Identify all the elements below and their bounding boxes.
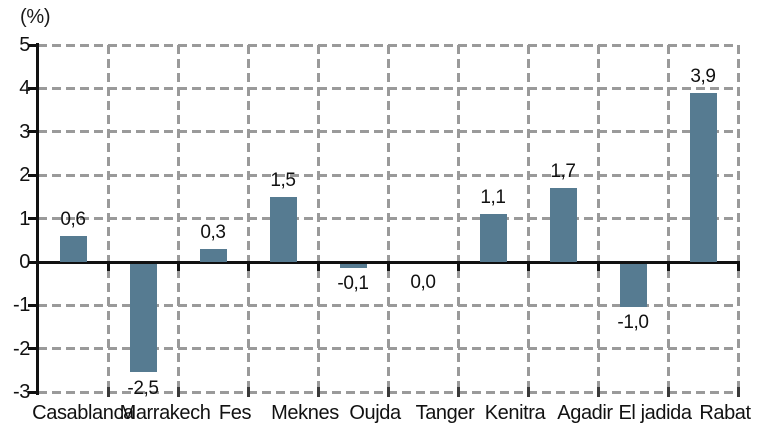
y-axis-label-4: 4 <box>19 77 30 100</box>
bar-agadir <box>549 188 577 262</box>
value-label-casablanca: 0,6 <box>60 208 86 230</box>
zero-axis-tick-5 <box>386 263 390 271</box>
bar-marrakech <box>129 263 157 372</box>
zero-axis-tick-1 <box>106 263 110 271</box>
zero-axis-tick-8 <box>596 263 600 271</box>
bottom-axis-tick-8 <box>596 387 600 397</box>
y-axis-tick--3 <box>28 390 37 394</box>
bar-meknes <box>269 196 297 262</box>
zero-axis-line <box>36 260 740 264</box>
value-label-tanger: 0,0 <box>410 272 436 293</box>
bottom-axis-tick-1 <box>106 387 110 397</box>
bar-kenitra <box>479 214 507 262</box>
gridline-v-2 <box>176 45 180 392</box>
bar-fes <box>199 248 227 262</box>
zero-axis-tick-9 <box>666 263 670 271</box>
y-axis-tick-1 <box>28 217 37 221</box>
bottom-axis-tick-4 <box>316 387 320 397</box>
bottom-axis-tick-7 <box>526 387 530 397</box>
bottom-axis-tick-3 <box>246 387 250 397</box>
y-axis-tick--2 <box>28 347 37 351</box>
bottom-axis-tick-2 <box>176 387 180 397</box>
bar-rabat <box>689 92 717 262</box>
y-axis-label--2: -2 <box>13 337 30 360</box>
bar-el-jadida <box>619 263 647 307</box>
y-axis-tick--1 <box>28 303 37 307</box>
value-label-rabat: 3,9 <box>690 65 716 87</box>
category-label-oujda: Oujda <box>349 402 401 424</box>
gridline-v-6 <box>456 45 460 392</box>
y-axis-line <box>36 43 39 395</box>
gridline-v-5 <box>386 45 390 392</box>
bar-oujda <box>339 263 367 268</box>
zero-axis-tick-7 <box>526 263 530 271</box>
y-axis-label-1: 1 <box>19 207 30 230</box>
category-label-casablanca: Casablanca <box>32 402 134 424</box>
gridline-v-1 <box>106 45 110 392</box>
y-axis-label--3: -3 <box>13 381 30 404</box>
zero-axis-tick-6 <box>456 263 460 271</box>
value-label-agadir: 1,7 <box>550 161 576 183</box>
y-axis-label--1: -1 <box>13 294 30 317</box>
y-axis-label-5: 5 <box>19 34 30 56</box>
y-axis-tick-3 <box>28 130 37 134</box>
bottom-axis-tick-6 <box>456 387 460 397</box>
category-label-rabat: Rabat <box>699 402 751 424</box>
gridline-v-3 <box>246 45 250 392</box>
value-label-kenitra: 1,1 <box>480 187 506 209</box>
y-axis-unit-label: (%) <box>20 6 51 28</box>
category-label-el-jadida: El jadida <box>618 402 692 424</box>
value-label-marrakech: -2,5 <box>127 377 159 399</box>
y-axis-label-3: 3 <box>19 120 30 143</box>
value-label-el-jadida: -1,0 <box>617 312 649 334</box>
category-label-kenitra: Kenitra <box>484 402 546 424</box>
gridline-v-4 <box>316 45 320 392</box>
zero-axis-tick-3 <box>246 263 250 271</box>
y-axis-label-2: 2 <box>19 164 30 187</box>
gridline-v-8 <box>596 45 600 392</box>
y-axis-tick-2 <box>28 173 37 177</box>
zero-axis-tick-2 <box>176 263 180 271</box>
zero-axis-tick-10 <box>736 263 740 271</box>
zero-axis-tick-4 <box>316 263 320 271</box>
y-axis-tick-5 <box>28 43 37 47</box>
category-label-meknes: Meknes <box>271 402 339 424</box>
value-label-oujda: -0,1 <box>337 273 369 295</box>
gridline-v-7 <box>526 45 530 392</box>
category-label-marrakech: Marrakech <box>119 402 211 424</box>
category-label-tanger: Tanger <box>415 402 475 424</box>
category-label-fes: Fes <box>218 402 252 424</box>
category-label-agadir: Agadir <box>557 402 613 424</box>
gridline-v-9 <box>666 45 670 392</box>
bottom-axis-tick-9 <box>666 387 670 397</box>
value-label-meknes: 1,5 <box>270 169 296 191</box>
y-axis-tick-0 <box>28 260 37 264</box>
value-label-fes: 0,3 <box>200 221 226 243</box>
bar-casablanca <box>59 235 87 262</box>
y-axis-label-0: 0 <box>19 251 30 273</box>
bottom-axis-tick-10 <box>736 387 740 397</box>
y-axis-tick-4 <box>28 86 37 90</box>
gridline-v-10 <box>736 45 740 392</box>
bottom-axis-tick-5 <box>386 387 390 397</box>
